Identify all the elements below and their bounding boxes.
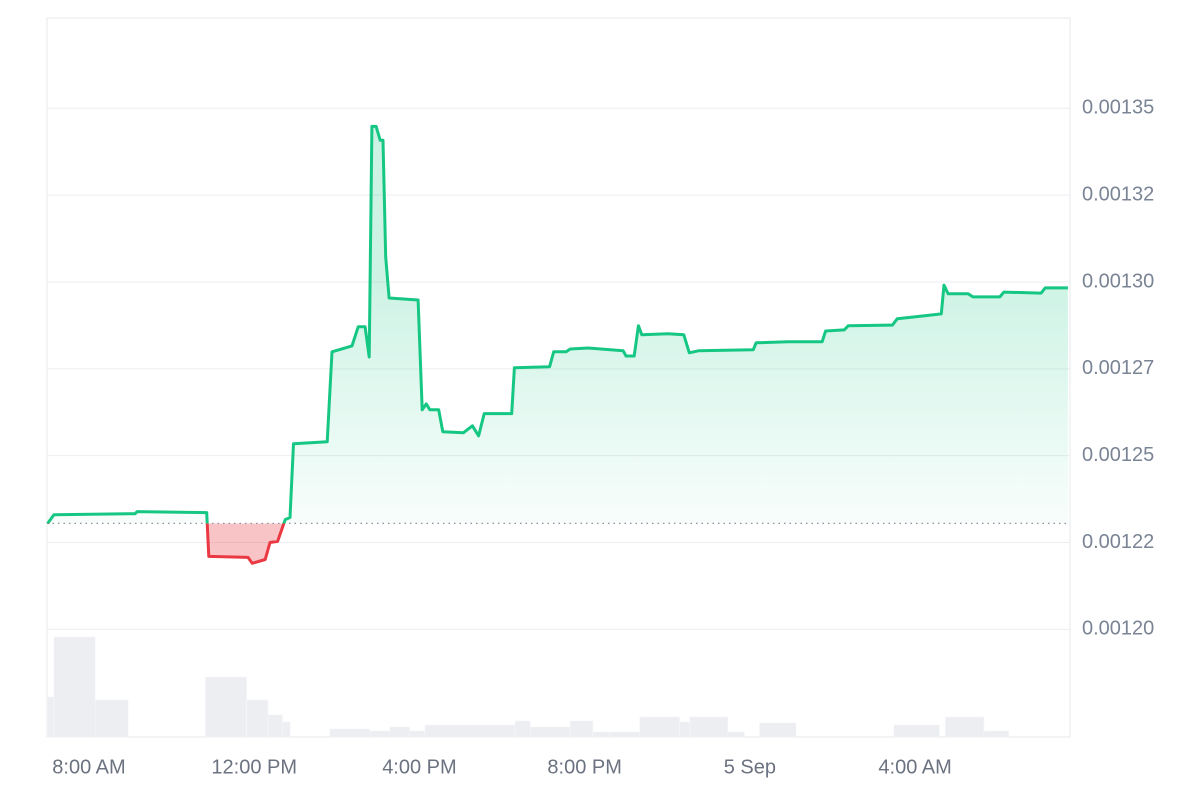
volume-bar — [514, 720, 531, 738]
volume-bar — [639, 716, 680, 738]
x-tick-label: 12:00 PM — [211, 756, 297, 778]
volume-bar — [246, 699, 269, 738]
volume-bar — [424, 724, 516, 738]
y-tick-label: 0.00122 — [1082, 531, 1154, 553]
y-tick-label: 0.00130 — [1082, 270, 1154, 292]
y-tick-label: 0.00120 — [1082, 618, 1154, 640]
x-tick-label: 5 Sep — [724, 756, 776, 778]
volume-bar — [329, 728, 371, 738]
volume-bar — [389, 726, 411, 738]
volume-bar — [529, 726, 571, 738]
area-fill — [47, 126, 1068, 564]
volume-bar — [47, 696, 55, 738]
volume-bar — [679, 721, 691, 738]
price-line — [46, 124, 1068, 565]
volume-bar — [205, 676, 247, 738]
volume-bar — [569, 720, 594, 738]
y-tick-label: 0.00135 — [1082, 97, 1154, 119]
volume-bar — [945, 716, 985, 738]
volume-bar — [53, 636, 96, 738]
y-tick-label: 0.00125 — [1082, 444, 1154, 466]
volume-bar — [267, 714, 283, 738]
x-tick-label: 4:00 AM — [878, 756, 951, 778]
volume-bar — [727, 731, 745, 738]
volume-bar — [689, 716, 729, 738]
volume-bar — [409, 730, 426, 738]
volume-bar — [893, 724, 940, 738]
volume-bar — [609, 731, 641, 738]
y-tick-label: 0.00127 — [1082, 357, 1154, 379]
volume-bar — [369, 730, 391, 738]
x-tick-label: 8:00 AM — [52, 756, 125, 778]
volume-bar — [983, 730, 1010, 738]
volume-bar — [94, 699, 129, 738]
x-tick-label: 4:00 PM — [382, 756, 456, 778]
volume-bar — [592, 731, 611, 738]
volume-bar — [282, 721, 291, 738]
x-tick-label: 8:00 PM — [547, 756, 621, 778]
volume-bar — [759, 722, 797, 738]
y-tick-label: 0.00132 — [1082, 183, 1154, 205]
